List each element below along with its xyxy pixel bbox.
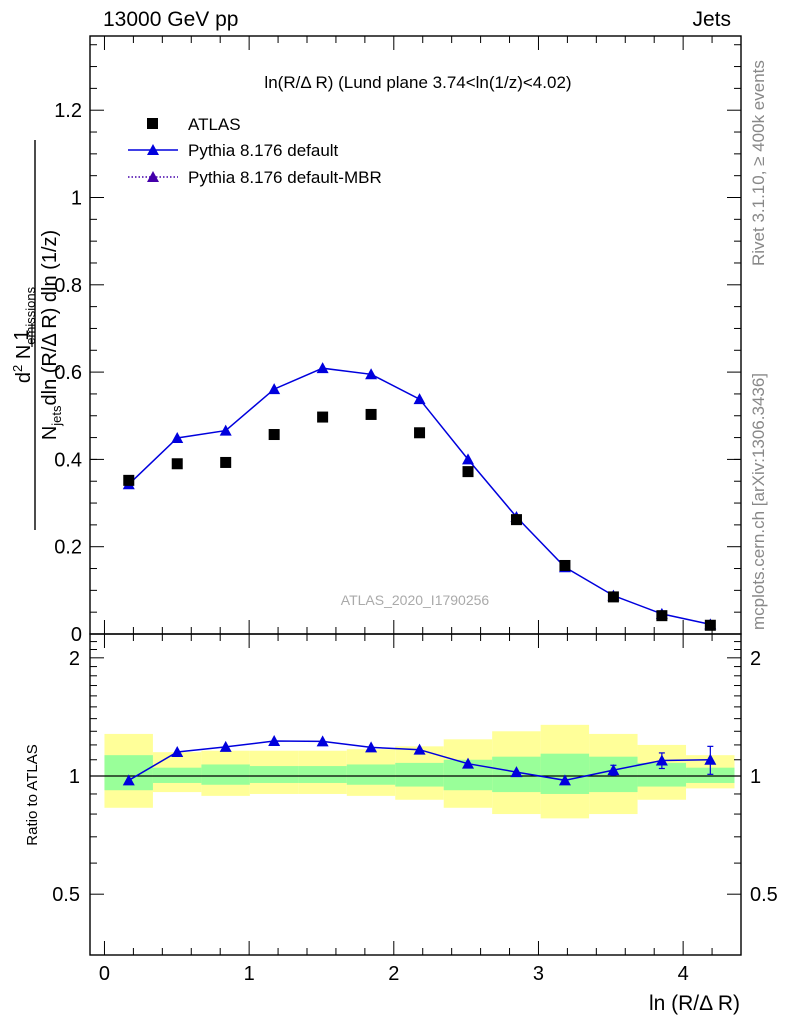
x-axis-label: ln (R/Δ R) bbox=[649, 992, 740, 1015]
ratio-y-axis-label: Ratio to ATLAS bbox=[24, 744, 41, 845]
pythia-point bbox=[462, 453, 475, 465]
uncertainty-band-inner bbox=[540, 753, 590, 794]
uncertainty-band-inner bbox=[201, 764, 250, 785]
watermark: ATLAS_2020_I1790256 bbox=[341, 592, 490, 608]
ylabel-d: d bbox=[13, 372, 35, 383]
ratio-point bbox=[122, 774, 135, 786]
ratio-point bbox=[219, 740, 232, 752]
x-tick-label: 3 bbox=[533, 963, 544, 985]
ratio-y-tick-label: 1 bbox=[69, 766, 80, 788]
atlas-point bbox=[414, 427, 426, 439]
ylabel-one: 1 bbox=[11, 329, 33, 340]
ylabel-denominator-rest: dln (R/Δ R) dln (1/z) bbox=[39, 230, 61, 406]
ratio-point bbox=[655, 754, 668, 766]
ratio-plot-frame bbox=[89, 633, 742, 956]
y-tick-label: 1 bbox=[71, 188, 82, 210]
y-axis-label: 1 d2 Nemissions Njetsdln (R/Δ R) dln (1/… bbox=[10, 140, 64, 530]
main-plot-panel: 0 0.2 0.4 0.6 0.8 1 1.2 ln(R/Δ R) (Lund plane … bbox=[10, 35, 742, 646]
uncertainty-band-inner bbox=[637, 762, 687, 787]
atlas-point bbox=[171, 458, 183, 470]
ratio-point bbox=[510, 766, 523, 778]
uncertainty-band-inner bbox=[395, 762, 444, 787]
x-tick-label: 1 bbox=[244, 963, 255, 985]
legend-marker-pythia-mbr bbox=[147, 171, 159, 182]
atlas-point bbox=[704, 619, 716, 631]
ratio-point bbox=[316, 735, 329, 747]
x-tick-label: 2 bbox=[388, 963, 399, 985]
x-tick-label: 4 bbox=[678, 963, 689, 985]
header-right: Jets bbox=[692, 8, 731, 31]
legend-label-pythia: Pythia 8.176 default bbox=[188, 141, 339, 160]
pythia-point bbox=[413, 393, 426, 405]
ratio-point bbox=[365, 741, 378, 753]
ratio-point bbox=[704, 753, 717, 765]
uncertainty-band-inner bbox=[298, 766, 347, 783]
ylabel-numerator: d2 Nemissions bbox=[10, 286, 38, 383]
atlas-point bbox=[559, 559, 571, 571]
ylabel-njets-sub: jets bbox=[49, 405, 64, 427]
ratio-point bbox=[607, 764, 620, 776]
atlas-point bbox=[365, 408, 377, 420]
ylabel-njets: N bbox=[39, 426, 61, 440]
atlas-point bbox=[123, 474, 135, 486]
atlas-point bbox=[268, 429, 280, 441]
atlas-point bbox=[317, 411, 329, 423]
legend-marker-pythia bbox=[147, 144, 159, 155]
ratio-point bbox=[462, 757, 475, 769]
pythia-point bbox=[219, 424, 232, 436]
pythia-point bbox=[316, 362, 329, 374]
ratio-y-tick-label: 2 bbox=[69, 648, 80, 670]
legend-label-atlas: ATLAS bbox=[188, 115, 241, 134]
legend-label-pythia-mbr: Pythia 8.176 default-MBR bbox=[188, 168, 382, 187]
ylabel-n-sub: emissions bbox=[23, 286, 38, 344]
ratio-y-tick-label-right: 2 bbox=[750, 648, 761, 670]
y-tick-label: 0.6 bbox=[54, 362, 82, 384]
uncertainty-band-inner bbox=[152, 767, 202, 783]
y-tick-label: 0 bbox=[71, 624, 82, 646]
ratio-panel: 0.5 0.5 1 1 2 2 0 1 2 3 4 Ratio to ATLAS ln (R/Δ R… bbox=[24, 633, 778, 1015]
atlas-point bbox=[656, 610, 668, 622]
uncertainty-band-inner bbox=[686, 767, 735, 783]
atlas-point bbox=[462, 466, 474, 478]
y-tick-label: 1.2 bbox=[54, 100, 82, 122]
ylabel-denominator: Njetsdln (R/Δ R) dln (1/z) bbox=[39, 230, 64, 440]
ratio-y-tick-label: 0.5 bbox=[52, 884, 80, 906]
ylabel-d-exp: 2 bbox=[10, 365, 25, 372]
plot-title: ln(R/Δ R) (Lund plane 3.74<ln(1/z)<4.02) bbox=[264, 73, 571, 92]
pythia-point bbox=[365, 368, 378, 380]
atlas-point bbox=[510, 514, 522, 526]
y-tick-label: 0.8 bbox=[54, 275, 82, 297]
ratio-point bbox=[413, 743, 426, 755]
atlas-point bbox=[220, 456, 232, 468]
pythia-point bbox=[171, 432, 184, 444]
ratio-point bbox=[171, 746, 184, 758]
pythia-point bbox=[268, 383, 281, 395]
uncertainty-band-inner bbox=[346, 764, 396, 785]
ratio-y-tick-label-right: 1 bbox=[750, 766, 761, 788]
atlas-point bbox=[607, 591, 619, 603]
ratio-point bbox=[268, 734, 281, 746]
ylabel-n: N bbox=[13, 345, 35, 365]
header-left: 13000 GeV pp bbox=[103, 8, 239, 31]
y-tick-label: 0.4 bbox=[54, 449, 82, 471]
pythia-line bbox=[128, 367, 711, 626]
uncertainty-band-inner bbox=[249, 766, 299, 783]
legend-marker-atlas bbox=[147, 118, 158, 129]
ratio-y-tick-label-right: 0.5 bbox=[750, 884, 778, 906]
y-tick-label: 0.2 bbox=[54, 537, 82, 559]
legend: ATLAS Pythia 8.176 default Pythia 8.176 … bbox=[128, 115, 382, 187]
x-tick-label: 0 bbox=[99, 963, 110, 985]
ratio-point bbox=[558, 774, 571, 786]
